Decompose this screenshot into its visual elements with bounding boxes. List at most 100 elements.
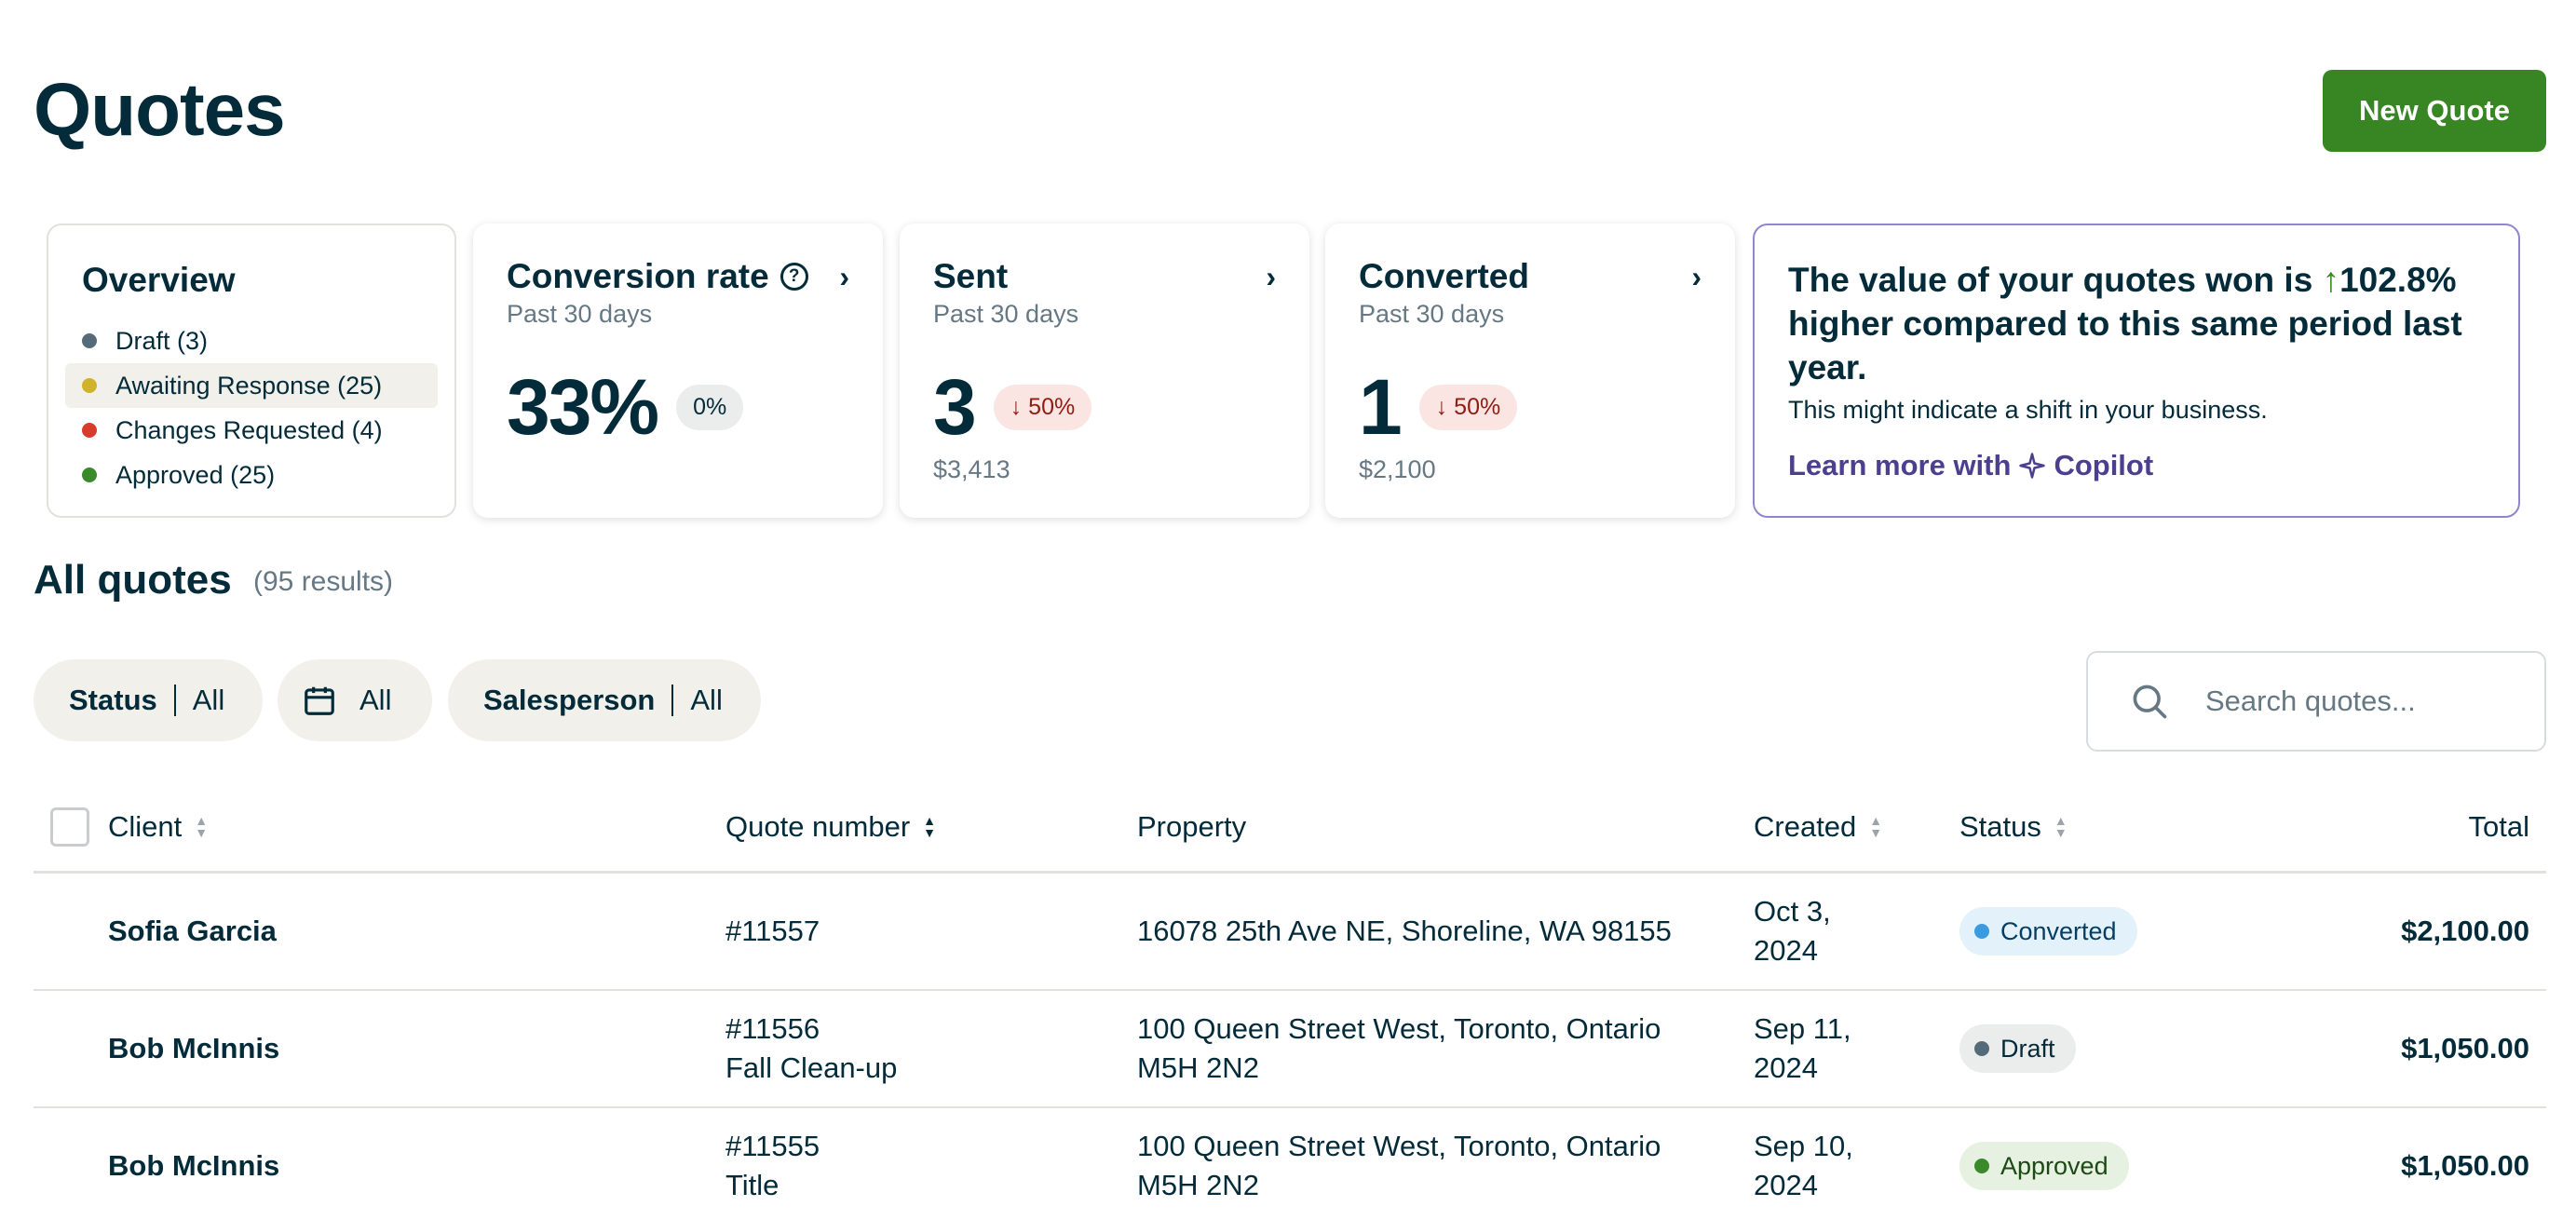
help-icon[interactable]: ? — [780, 263, 808, 291]
filter-label: Salesperson — [483, 684, 656, 716]
status-label: Draft — [2000, 1035, 2055, 1063]
column-label: Status — [1959, 809, 2041, 843]
filter-value: All — [690, 684, 723, 716]
client-name: Bob McInnis — [108, 1032, 280, 1064]
overview-item-approved[interactable]: Approved (25) — [65, 453, 438, 497]
search-icon — [2133, 685, 2167, 719]
sparkle-icon — [2019, 453, 2046, 479]
arrow-up-icon: ↑ — [2322, 261, 2340, 299]
client-name: Bob McInnis — [108, 1149, 280, 1182]
table-row[interactable]: Sofia Garcia #11557 16078 25th Ave NE, S… — [34, 874, 2546, 991]
column-label: Client — [108, 809, 183, 843]
property-line: M5H 2N2 — [1137, 1169, 1259, 1201]
overview-item-label: Changes Requested (4) — [115, 415, 383, 444]
filter-label: Status — [69, 684, 157, 716]
insight-card: The value of your quotes won is ↑102.8% … — [1753, 224, 2520, 518]
insight-subtitle: This might indicate a shift in your busi… — [1788, 395, 2268, 424]
learn-more-copilot-link[interactable]: Learn more with Copilot — [1788, 449, 2153, 482]
overview-item-label: Draft (3) — [115, 326, 209, 355]
property-address: 100 Queen Street West, Toronto, Ontario M… — [1137, 1127, 1661, 1205]
change-badge-value: 50% — [1454, 393, 1501, 420]
change-badge: 0% — [676, 384, 744, 430]
sort-icon: ▲ ▼ — [923, 812, 937, 840]
overview-item-awaiting-response[interactable]: Awaiting Response (25) — [65, 363, 438, 408]
overview-item-label: Awaiting Response (25) — [115, 371, 383, 400]
quote-number: #11555 Title — [725, 1127, 820, 1205]
results-count: (95 results) — [253, 566, 394, 597]
chevron-right-icon[interactable]: › — [839, 259, 849, 293]
status-dot-icon — [82, 423, 97, 438]
overview-item-label: Approved (25) — [115, 460, 276, 489]
insight-title: The value of your quotes won is ↑102.8% … — [1788, 259, 2485, 390]
status-dot-icon — [82, 468, 97, 482]
property-address: 16078 25th Ave NE, Shoreline, WA 98155 — [1137, 915, 1672, 947]
created-date-line: Oct 3, — [1754, 895, 1831, 928]
search-input[interactable] — [2205, 685, 2503, 718]
status-label: Converted — [2000, 917, 2117, 945]
column-label: Created — [1754, 809, 1857, 843]
metric-subtitle: Past 30 days — [507, 300, 653, 328]
column-header-created[interactable]: Created ▲ ▼ — [1754, 810, 1882, 844]
column-header-property: Property — [1137, 810, 1246, 844]
status-dot-icon — [1974, 924, 1989, 939]
metric-value: 3 — [933, 363, 977, 451]
column-header-status[interactable]: Status ▲ ▼ — [1959, 810, 2068, 844]
table-row[interactable]: Bob McInnis #11555 Title 100 Queen Street… — [34, 1108, 2546, 1220]
divider — [671, 685, 674, 716]
page-title: Quotes — [34, 68, 286, 151]
section-title: All quotes — [34, 557, 232, 603]
status-badge: Approved — [1959, 1142, 2129, 1190]
link-text: Learn more with — [1788, 448, 2012, 481]
metric-value: 1 — [1359, 363, 1403, 451]
insight-percent: 102.8% — [2339, 261, 2457, 299]
insight-title-text: The value of your quotes won is — [1788, 261, 2323, 299]
overview-item-changes-requested[interactable]: Changes Requested (4) — [65, 408, 438, 453]
sent-card[interactable]: Sent › Past 30 days 3 ↓ 50% $3,413 — [900, 224, 1309, 518]
property-line: 100 Queen Street West, Toronto, Ontario — [1137, 1012, 1661, 1045]
overview-card: Overview Draft (3) Awaiting Response (25… — [47, 224, 456, 518]
chevron-right-icon[interactable]: › — [1266, 259, 1276, 293]
column-label: Property — [1137, 809, 1247, 843]
metric-title: Converted — [1359, 257, 1529, 295]
conversion-rate-card[interactable]: Conversion rate ? › Past 30 days 33% 0% — [473, 224, 883, 518]
column-header-quote-number[interactable]: Quote number ▲ ▼ — [725, 810, 936, 844]
property-line: M5H 2N2 — [1137, 1051, 1259, 1084]
search-box[interactable] — [2086, 651, 2546, 752]
property-line: 100 Queen Street West, Toronto, Ontario — [1137, 1130, 1661, 1162]
arrow-down-icon: ↓ — [1435, 393, 1455, 420]
overview-title: Overview — [82, 261, 236, 299]
quote-total: $1,050.00 — [2401, 1149, 2529, 1182]
column-label: Quote number — [725, 809, 911, 843]
metric-amount: $3,413 — [933, 455, 1010, 483]
quote-total: $2,100.00 — [2401, 915, 2529, 947]
salesperson-filter[interactable]: Salesperson All — [448, 659, 761, 741]
quote-total: $1,050.00 — [2401, 1032, 2529, 1064]
status-dot-icon — [82, 378, 97, 393]
filter-value: All — [359, 684, 392, 716]
created-date-line: 2024 — [1754, 934, 1818, 967]
change-badge-value: 50% — [1028, 393, 1076, 420]
status-filter[interactable]: Status All — [34, 659, 263, 741]
overview-item-draft[interactable]: Draft (3) — [65, 319, 438, 363]
sort-icon: ▲ ▼ — [1869, 812, 1883, 840]
created-date: Sep 10, 2024 — [1754, 1127, 1853, 1205]
converted-card[interactable]: Converted › Past 30 days 1 ↓ 50% $2,100 — [1325, 224, 1735, 518]
column-header-client[interactable]: Client ▲ ▼ — [108, 810, 208, 844]
quote-title: Fall Clean-up — [725, 1051, 898, 1084]
chevron-right-icon[interactable]: › — [1691, 259, 1702, 293]
date-filter[interactable]: All — [278, 659, 432, 741]
status-badge: Draft — [1959, 1024, 2076, 1073]
new-quote-button[interactable]: New Quote — [2323, 70, 2546, 152]
table-header: Client ▲ ▼ Quote number ▲ ▼ Property Creat… — [34, 782, 2546, 874]
insight-title-text: higher compared to this same period last… — [1788, 304, 2462, 386]
column-label: Total — [2468, 809, 2529, 843]
metric-amount: $2,100 — [1359, 455, 1436, 483]
select-all-checkbox[interactable] — [50, 807, 89, 847]
status-badge: Converted — [1959, 907, 2137, 956]
change-badge: ↓ 50% — [993, 384, 1092, 430]
created-date: Oct 3, 2024 — [1754, 892, 1831, 970]
sort-icon: ▲ ▼ — [195, 812, 209, 840]
created-date: Sep 11, 2024 — [1754, 1010, 1851, 1088]
metric-subtitle: Past 30 days — [933, 300, 1079, 328]
table-row[interactable]: Bob McInnis #11556 Fall Clean-up 100 Quee… — [34, 991, 2546, 1108]
